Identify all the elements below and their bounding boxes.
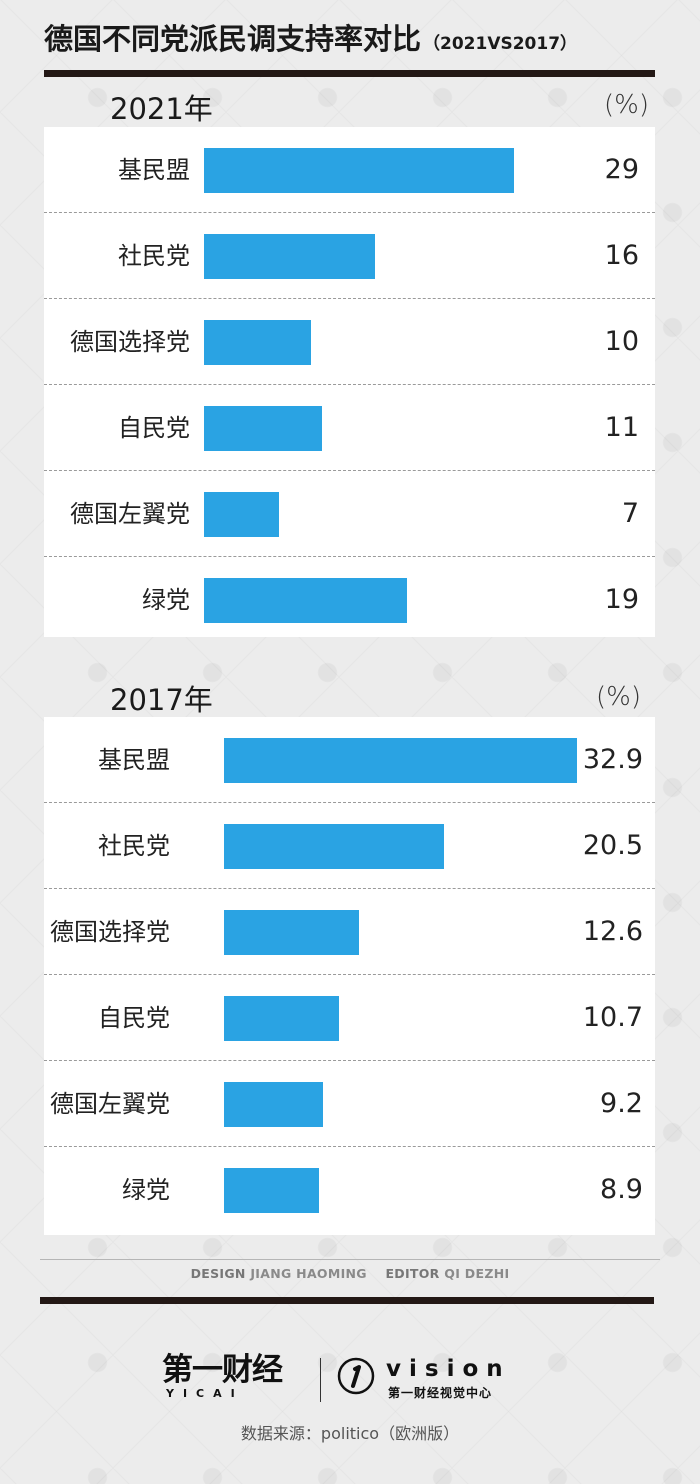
chart-2017-title: 2017年: [110, 683, 213, 717]
credits-line: DESIGN JIANG HAOMING EDITOR QI DEZHI: [0, 1266, 700, 1281]
bar-row: 德国选择党 12.6: [44, 889, 655, 975]
category-label: 德国左翼党: [50, 1090, 170, 1118]
yicai-logo-en: YICAI: [166, 1387, 244, 1400]
logo-divider: [320, 1358, 321, 1402]
bar-row: 自民党 10.7: [44, 975, 655, 1061]
bar: [204, 148, 514, 193]
category-label: 德国左翼党: [70, 500, 190, 528]
bar-row: 德国选择党 10: [44, 299, 655, 385]
value-label: 7: [621, 498, 639, 529]
category-label: 德国选择党: [70, 328, 190, 356]
category-label: 绿党: [122, 1176, 170, 1204]
row-separator: [44, 384, 655, 385]
chart-2017-unit: (%): [596, 682, 641, 712]
logo-area: 第一财经 YICAI vision 第一财经视觉中心: [0, 1352, 700, 1412]
bar: [204, 492, 279, 537]
row-separator: [44, 888, 655, 889]
vision-logo-en: vision: [386, 1356, 511, 1382]
category-label: 社民党: [118, 242, 190, 270]
category-label: 基民盟: [118, 156, 190, 184]
row-separator: [44, 212, 655, 213]
row-separator: [44, 556, 655, 557]
design-label: DESIGN: [190, 1266, 246, 1281]
bar-row: 德国左翼党 9.2: [44, 1061, 655, 1147]
bar: [224, 738, 577, 783]
yicai-logo-cn: 第一财经: [162, 1352, 283, 1388]
row-separator: [44, 1146, 655, 1147]
title-text: 德国不同党派民调支持率对比: [44, 22, 422, 56]
row-separator: [44, 802, 655, 803]
row-separator: [44, 974, 655, 975]
category-label: 社民党: [98, 832, 170, 860]
bar-row: 基民盟 32.9: [44, 717, 655, 803]
value-label: 32.9: [582, 744, 643, 775]
bar-row: 德国左翼党 7: [44, 471, 655, 557]
subtitle-text: （2021VS2017）: [423, 34, 578, 54]
chart-2021-unit: (%): [604, 90, 649, 120]
bar-row: 绿党 19: [44, 557, 655, 643]
value-label: 10.7: [582, 1002, 643, 1033]
bar: [224, 1082, 323, 1127]
source-note: 数据来源：politico（欧洲版）: [240, 1424, 460, 1443]
bar: [224, 910, 360, 955]
credit-rule: [40, 1259, 660, 1260]
value-label: 16: [604, 240, 639, 271]
bar-row: 社民党 16: [44, 213, 655, 299]
row-separator: [44, 1060, 655, 1061]
category-label: 基民盟: [98, 746, 170, 774]
vision-one-icon: [337, 1357, 375, 1395]
bar-row: 绿党 8.9: [44, 1147, 655, 1233]
page-title: 德国不同党派民调支持率对比 （2021VS2017）: [44, 16, 577, 58]
vision-logo-cn: 第一财经视觉中心: [388, 1386, 493, 1400]
chart-2017-panel: 基民盟 32.9 社民党 20.5 德国选择党 12.6 自民党 10.7 德国左翼党 9.2 绿党…: [44, 717, 655, 1235]
value-label: 10: [604, 326, 639, 357]
category-label: 自民党: [118, 414, 190, 442]
chart-2021-title: 2021年: [110, 92, 213, 126]
bar-row: 社民党 20.5: [44, 803, 655, 889]
value-label: 9.2: [600, 1088, 643, 1119]
category-label: 德国选择党: [50, 918, 170, 946]
bar-row: 自民党 11: [44, 385, 655, 471]
editor-name: QI DEZHI: [444, 1266, 510, 1281]
bar-row: 基民盟 29: [44, 127, 655, 213]
vision-logo: vision 第一财经视觉中心: [336, 1352, 536, 1408]
value-label: 20.5: [582, 830, 643, 861]
bar: [224, 1168, 320, 1213]
bar: [204, 406, 322, 451]
value-label: 11: [604, 412, 639, 443]
chart-2021-panel: 基民盟 29 社民党 16 德国选择党 10 自民党 11 德国左翼党 7 绿党 19: [44, 127, 655, 637]
editor-label: EDITOR: [385, 1266, 440, 1281]
design-name: JIANG HAOMING: [250, 1266, 367, 1281]
category-label: 绿党: [142, 586, 190, 614]
top-rule: [44, 70, 655, 77]
value-label: 19: [604, 584, 639, 615]
bottom-rule: [40, 1297, 654, 1304]
row-separator: [44, 470, 655, 471]
value-label: 29: [604, 154, 639, 185]
bar: [224, 824, 444, 869]
value-label: 8.9: [600, 1174, 643, 1205]
bar: [224, 996, 339, 1041]
value-label: 12.6: [582, 916, 643, 947]
bar: [204, 578, 408, 623]
bar: [204, 234, 376, 279]
category-label: 自民党: [98, 1004, 170, 1032]
bar: [204, 320, 311, 365]
row-separator: [44, 298, 655, 299]
yicai-logo: 第一财经 YICAI: [162, 1352, 312, 1408]
